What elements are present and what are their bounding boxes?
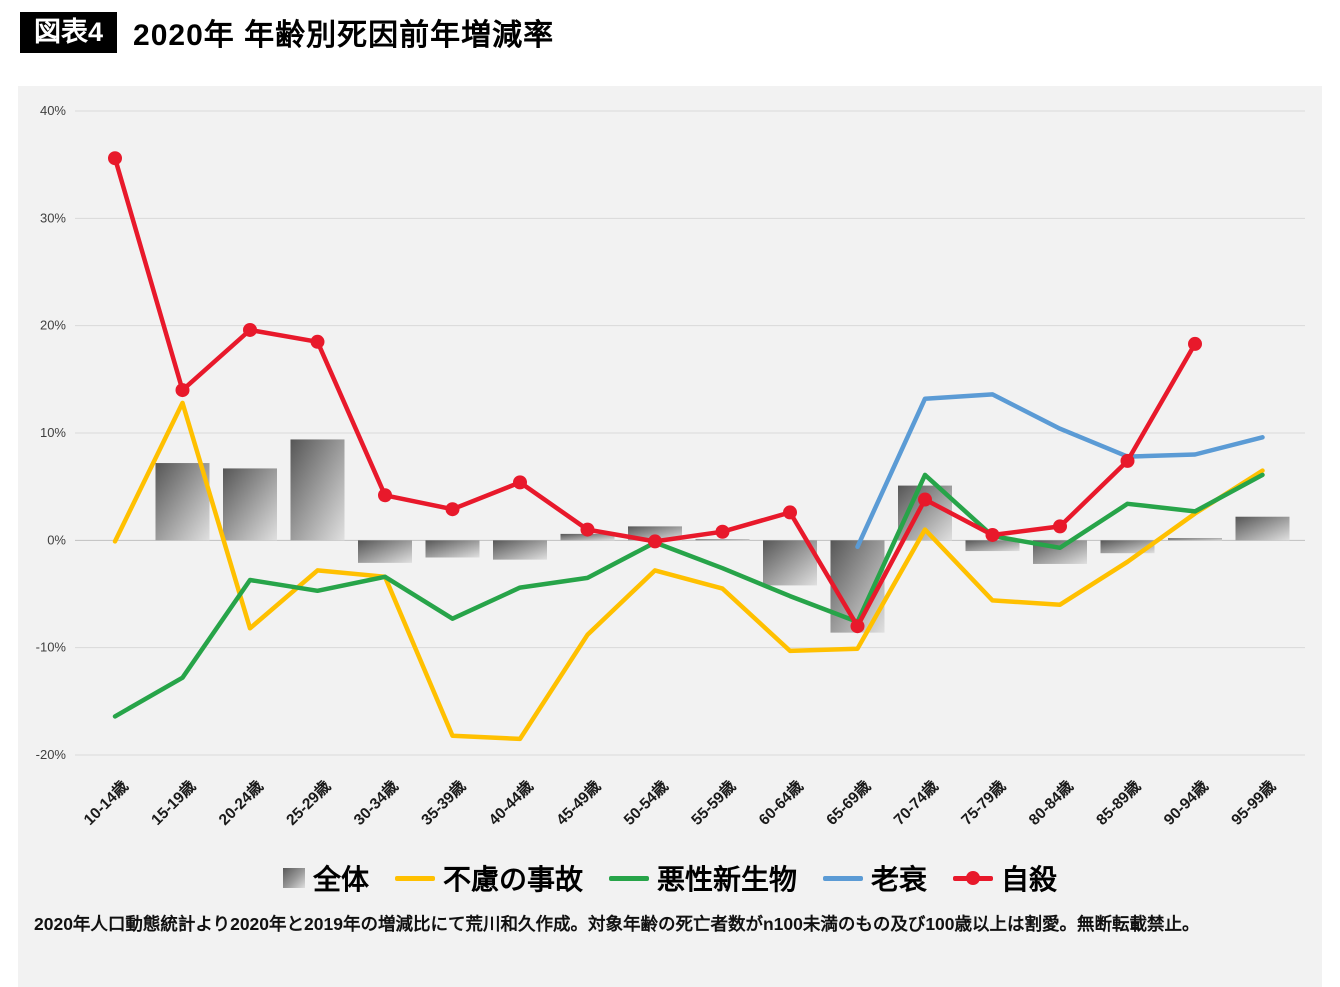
legend-item-4: 自殺 [953,858,1057,898]
data-point-marker [648,534,662,549]
legend-line-swatch-icon [823,875,863,881]
series-line-0 [112,400,1265,742]
x-tick-label: 45-49歳 [552,776,605,829]
chart-header: 図表4 2020年 年齢別死因前年増減率 [20,10,554,54]
y-tick-label: 30% [40,210,66,225]
data-point-marker [445,502,460,517]
x-tick-label: 80-84歳 [1024,776,1077,829]
bar [155,463,210,541]
bar [1168,538,1222,541]
legend-item-2: 悪性新生物 [608,858,797,898]
data-point-marker [513,475,527,490]
data-point-marker [1188,336,1202,351]
y-axis-labels: 40% 30% 20% 10% 0% -10% -20% [36,103,67,762]
legend-marker-dot-icon [966,871,981,885]
x-tick-label: 10-14歳 [79,776,132,829]
chart-area: 40% 30% 20% 10% 0% -10% -20% 10-14歳 15-19歳 20-24歳… [18,86,1322,854]
x-tick-label: 35-39歳 [417,776,470,829]
x-tick-label: 30-34歳 [349,776,402,829]
x-tick-label: 15-19歳 [147,776,200,829]
legend-item-1: 不慮の事故 [394,858,583,898]
legend-label: 悪性新生物 [656,864,797,895]
line-path [112,400,1265,742]
bar [358,540,412,563]
data-point-marker [783,505,797,520]
x-tick-label: 25-29歳 [282,776,335,829]
gridlines [75,110,1305,756]
legend-bar-swatch-icon [282,868,305,888]
line-path [855,392,1265,550]
x-tick-label: 85-89歳 [1092,776,1145,829]
x-tick-label: 90-94歳 [1159,776,1212,829]
data-point-marker [310,334,325,349]
x-tick-label: 40-44歳 [484,776,537,829]
series-line-3 [108,151,1202,634]
source-note: 2020年人口動態統計より2020年と2019年の増減比にて荒川和久作成。対象年… [34,914,1200,934]
legend-label: 不慮の事故 [442,864,583,895]
bar [493,540,547,560]
bar [1235,516,1290,541]
data-point-marker [243,322,257,337]
data-point-marker [580,522,595,537]
x-tick-label: 55-59歳 [687,776,740,829]
bar [560,533,615,541]
y-tick-label: 10% [40,425,66,440]
legend-line-swatch-icon [953,871,994,885]
bar [290,439,345,541]
data-point-marker [378,488,392,503]
x-tick-label: 20-24歳 [214,776,267,829]
data-point-marker [175,383,190,398]
legend-item-0: 全体 [282,858,369,898]
bar [763,540,817,586]
data-point-marker [715,524,730,539]
bar [695,539,750,541]
x-axis-labels: 10-14歳 15-19歳 20-24歳 25-29歳 30-34歳 35-39歳 40-4… [79,776,1279,829]
legend-item-3: 老衰 [823,858,927,898]
line-path [112,472,1265,719]
data-point-marker [108,151,122,166]
x-tick-label: 75-79歳 [957,776,1010,829]
series-line-1 [112,472,1265,719]
chart-figure: 40% 30% 20% 10% 0% -10% -20% 10-14歳 15-19歳 20-24歳… [18,86,1322,987]
y-tick-label: 20% [40,318,66,333]
y-tick-label: 0% [47,532,66,547]
y-tick-label: -20% [36,747,67,762]
bar [965,540,1020,552]
chart-legend: 全体 不慮の事故 悪性新生物 老衰 自殺 [18,850,1322,906]
legend-label: 自殺 [1001,864,1058,895]
legend-line-swatch-icon [394,875,435,881]
bar [425,540,480,558]
bar [223,468,277,541]
legend-line-swatch-icon [608,875,649,881]
data-point-marker [1053,519,1067,534]
page-title: 2020年 年齢別死因前年増減率 [133,19,555,52]
x-tick-label: 65-69歳 [822,776,875,829]
legend-label: 全体 [312,864,369,895]
data-point-marker [985,527,1000,542]
figure-number-badge: 図表4 [20,11,118,53]
data-point-marker [1120,453,1135,468]
x-tick-label: 70-74歳 [889,776,942,829]
data-point-marker [918,492,932,507]
x-tick-label: 95-99歳 [1227,776,1280,829]
legend-label: 老衰 [871,864,928,895]
x-tick-label: 60-64歳 [754,776,807,829]
y-tick-label: 40% [40,103,66,118]
chart-svg: 40% 30% 20% 10% 0% -10% -20% 10-14歳 15-19歳 20-24歳… [36,103,1305,829]
x-tick-label: 50-54歳 [619,776,672,829]
data-point-marker [850,619,865,634]
y-tick-label: -10% [36,640,67,655]
series-line-2 [855,392,1265,550]
